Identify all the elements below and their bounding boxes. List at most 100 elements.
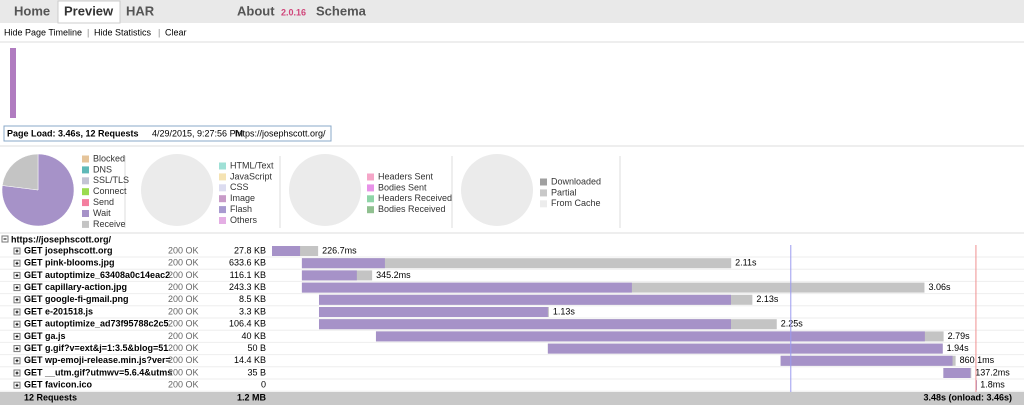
request-status: 200 OK — [168, 343, 199, 353]
legend-swatch — [82, 199, 89, 207]
wait-bar — [318, 319, 731, 330]
duration-label: 2.11s — [735, 258, 757, 268]
legend-label: Connect — [93, 186, 127, 196]
request-size: 50 B — [247, 343, 266, 353]
legend-label: Send — [93, 197, 114, 207]
pie-slice — [2, 153, 39, 191]
request-size: 243.3 KB — [229, 282, 266, 292]
request-name[interactable]: GET e-201518.js — [24, 306, 93, 316]
legend-swatch — [367, 195, 374, 203]
page-url[interactable]: https://josephscott.org/ — [11, 234, 111, 244]
legend-label: CSS — [230, 182, 249, 192]
duration-label: 2.25s — [781, 319, 804, 329]
wait-bar — [318, 307, 548, 317]
request-status: 200 OK — [168, 367, 199, 377]
request-name[interactable]: GET __utm.gif?utmwv=5.6.4&utms — [24, 367, 172, 377]
legend-swatch — [82, 188, 89, 196]
expand-icon — [15, 322, 19, 326]
tab[interactable]: Schema — [316, 3, 367, 18]
request-name[interactable]: GET autoptimize_63408a0c14eac2 — [24, 270, 170, 280]
legend-swatch — [82, 166, 89, 174]
legend-swatch — [367, 184, 374, 192]
legend-swatch — [367, 173, 374, 181]
expand-icon — [15, 261, 19, 265]
request-status: 200 OK — [168, 270, 199, 280]
legend-swatch — [219, 206, 226, 214]
wait-bar — [301, 270, 357, 281]
page-url: https://josephscott.org/ — [235, 128, 326, 138]
expand-icon — [15, 383, 19, 387]
legend-label: SSL/TLS — [93, 175, 129, 185]
duration-label: 1.8ms — [980, 380, 1005, 390]
version: 2.0.16 — [281, 7, 306, 17]
request-name[interactable]: GET josephscott.org — [24, 245, 113, 255]
tab-bar — [0, 0, 1024, 23]
timing-bar — [301, 258, 732, 269]
duration-label: 2.13s — [756, 294, 779, 304]
request-status: 200 OK — [168, 306, 199, 316]
legend-label: Headers Received — [378, 193, 452, 203]
wait-bar — [272, 246, 301, 256]
tab[interactable]: Preview — [64, 3, 114, 18]
request-status: 200 OK — [168, 245, 199, 255]
separator: | — [158, 27, 160, 37]
footer-time: 3.48s (onload: 3.46s) — [923, 392, 1012, 402]
legend-label: Blocked — [93, 153, 125, 163]
legend-label: Partial — [551, 187, 577, 197]
legend-label: Bodies Sent — [378, 182, 427, 192]
request-size: 3.3 KB — [239, 306, 266, 316]
request-name[interactable]: GET wp-emoji-release.min.js?ver= — [24, 355, 171, 365]
expand-icon — [15, 334, 19, 338]
request-name[interactable]: GET g.gif?v=ext&j=1:3.5&blog=51 — [24, 343, 168, 353]
expand-icon — [15, 359, 19, 363]
request-name[interactable]: GET autoptimize_ad73f95788c2c5 — [24, 319, 169, 329]
legend-label: From Cache — [551, 198, 601, 208]
legend-label: Others — [230, 215, 258, 225]
duration-label: 860.1ms — [960, 355, 995, 365]
legend-label: Receive — [93, 219, 126, 229]
tab[interactable]: Home — [14, 3, 50, 18]
request-status: 200 OK — [168, 331, 199, 341]
wait-bar — [301, 258, 385, 269]
expand-icon — [15, 371, 19, 375]
separator: | — [87, 27, 89, 37]
duration-label: 3.06s — [928, 282, 951, 292]
request-name[interactable]: GET capillary-action.jpg — [24, 282, 127, 292]
duration-label: 345.2ms — [376, 270, 411, 280]
request-name[interactable]: GET favicon.ico — [24, 380, 93, 390]
wait-bar — [943, 368, 971, 378]
legend-label: Downloaded — [551, 176, 601, 186]
footer-size: 1.2 MB — [237, 392, 267, 402]
page-date: 4/29/2015, 9:27:56 PM — [152, 128, 243, 138]
tab[interactable]: HAR — [126, 3, 155, 18]
duration-label: 137.2ms — [975, 367, 1010, 377]
legend-swatch — [540, 189, 547, 197]
wait-bar — [375, 331, 925, 342]
legend-swatch — [219, 195, 226, 203]
page-timeline-bar[interactable] — [10, 48, 16, 118]
duration-label: 1.94s — [947, 343, 970, 353]
pie-empty — [461, 154, 533, 226]
request-status: 200 OK — [168, 380, 199, 390]
request-name[interactable]: GET ga.js — [24, 331, 66, 341]
legend-swatch — [82, 177, 89, 185]
legend-swatch — [540, 200, 547, 208]
expand-icon — [15, 286, 19, 290]
toolbar-button[interactable]: Clear — [165, 27, 187, 37]
request-name[interactable]: GET google-fi-gmail.png — [24, 294, 129, 304]
pie-empty — [141, 154, 213, 226]
request-size: 40 KB — [241, 331, 266, 341]
toolbar-button[interactable]: Hide Statistics — [94, 27, 152, 37]
tab[interactable]: About — [237, 3, 275, 18]
legend-label: Wait — [93, 208, 111, 218]
footer-bg — [0, 392, 1024, 405]
request-name[interactable]: GET pink-blooms.jpg — [24, 258, 115, 268]
expand-icon — [15, 347, 19, 351]
footer-requests: 12 Requests — [24, 392, 77, 402]
pie-slice — [1, 153, 75, 227]
legend-label: Image — [230, 193, 255, 203]
toolbar-button[interactable]: Hide Page Timeline — [4, 27, 82, 37]
wait-bar — [780, 355, 953, 366]
